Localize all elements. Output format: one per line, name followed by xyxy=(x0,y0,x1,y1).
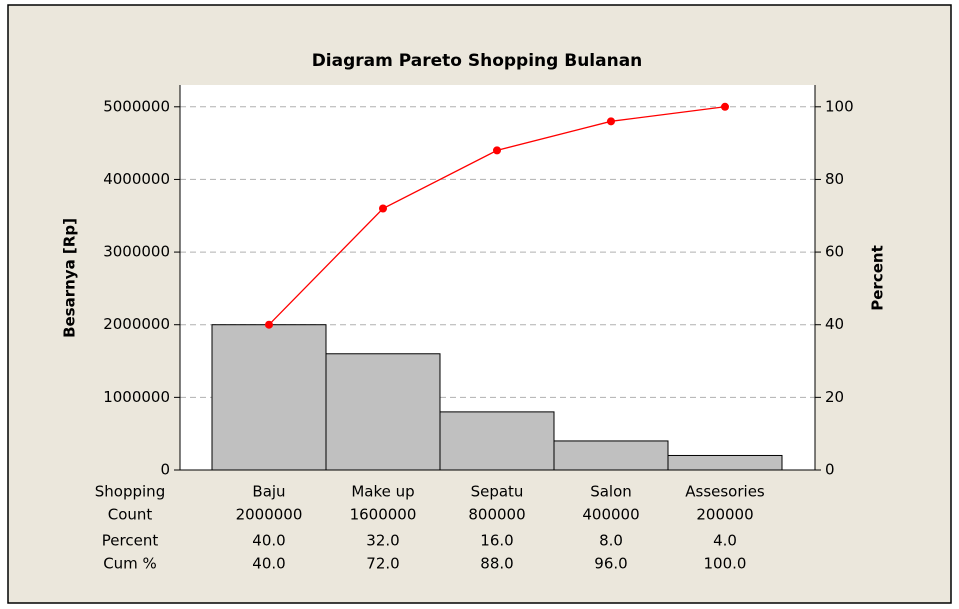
bar xyxy=(439,411,555,471)
count-label: 2000000 xyxy=(236,506,303,524)
percent-label: 32.0 xyxy=(366,532,399,550)
count-label: 1600000 xyxy=(350,506,417,524)
x-tick-label: Assesories xyxy=(685,483,765,501)
x-axis-label: Shopping xyxy=(95,483,165,501)
count-label: 400000 xyxy=(582,506,639,524)
y-tick-label: 5000000 xyxy=(103,97,170,115)
cum-label: 40.0 xyxy=(252,555,285,573)
percent-label: 8.0 xyxy=(599,532,623,550)
x-tick-label: Baju xyxy=(252,483,285,501)
y2-tick-label: 20 xyxy=(825,388,844,406)
cum-label: 88.0 xyxy=(480,555,513,573)
percent-label: 40.0 xyxy=(252,532,285,550)
y-axis-label: Besarnya [Rp] xyxy=(61,218,79,338)
y-tick-label: 1000000 xyxy=(103,388,170,406)
y-tick-label: 4000000 xyxy=(103,170,170,188)
bar xyxy=(553,440,669,471)
cum-point xyxy=(265,320,273,329)
y2-axis-label: Percent xyxy=(869,245,887,310)
x-tick-label: Salon xyxy=(590,483,632,501)
count-label: 800000 xyxy=(468,506,525,524)
cum-point xyxy=(493,146,501,155)
x-tick-label: Sepatu xyxy=(471,483,524,501)
chart-title: Diagram Pareto Shopping Bulanan xyxy=(312,51,643,71)
row-label: Cum % xyxy=(103,555,157,573)
y2-tick-label: 40 xyxy=(825,315,844,333)
count-label: 200000 xyxy=(696,506,753,524)
cum-label: 100.0 xyxy=(704,555,747,573)
y-tick-label: 0 xyxy=(160,461,170,479)
cum-label: 72.0 xyxy=(366,555,399,573)
row-label: Percent xyxy=(102,532,159,550)
cum-point xyxy=(721,102,729,111)
y-tick-label: 2000000 xyxy=(103,315,170,333)
y2-tick-label: 60 xyxy=(825,243,844,261)
y-tick-label: 3000000 xyxy=(103,243,170,261)
bar xyxy=(211,324,327,471)
percent-label: 4.0 xyxy=(713,532,737,550)
y2-tick-label: 100 xyxy=(825,97,854,115)
y2-tick-label: 0 xyxy=(825,461,835,479)
cum-label: 96.0 xyxy=(594,555,627,573)
x-tick-label: Make up xyxy=(351,483,414,501)
bar xyxy=(325,353,441,471)
bar xyxy=(667,454,783,471)
cum-point xyxy=(607,117,615,126)
percent-label: 16.0 xyxy=(480,532,513,550)
row-label: Count xyxy=(108,506,153,524)
y2-tick-label: 80 xyxy=(825,170,844,188)
cum-point xyxy=(379,204,387,213)
